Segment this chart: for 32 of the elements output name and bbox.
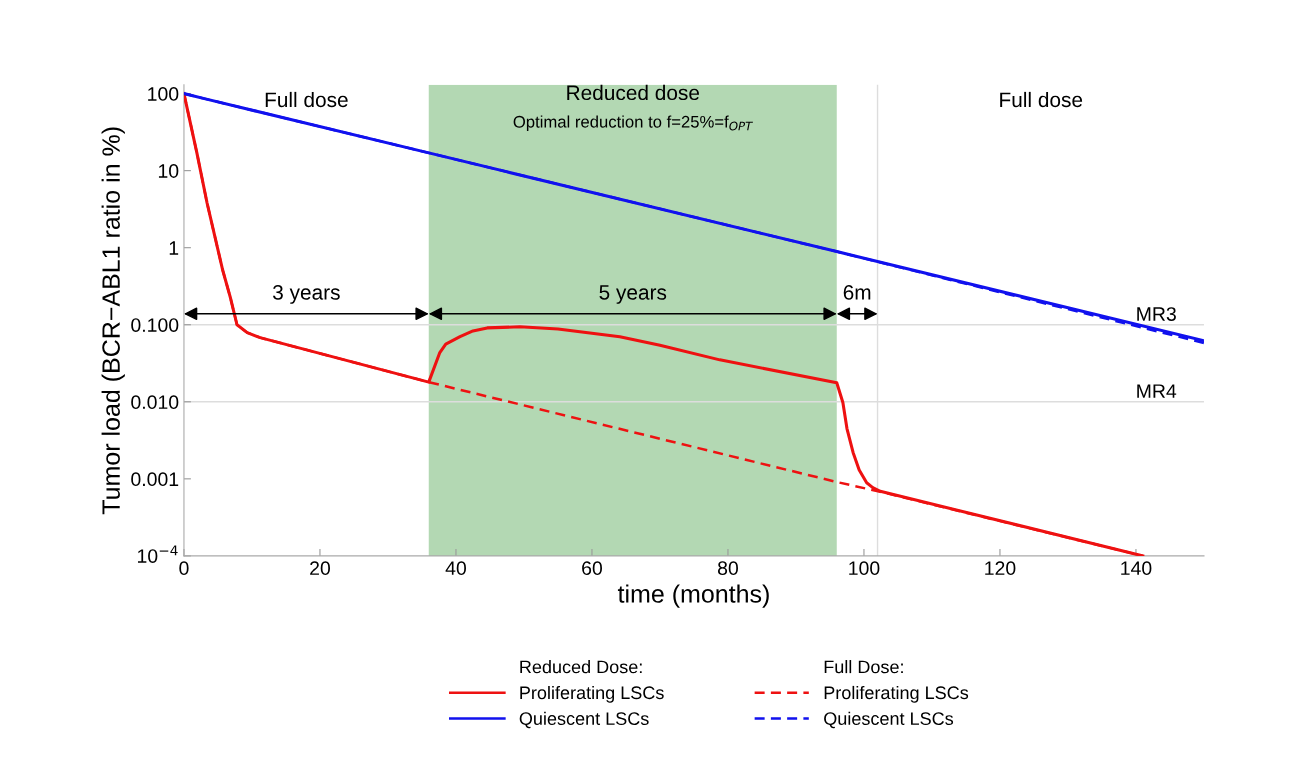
y-axis-title: Tumor load (BCR−ABL1 ratio in %) (101, 127, 125, 515)
ref-line-label: MR4 (1137, 384, 1177, 398)
x-tick-label: 120 (985, 561, 1016, 576)
x-tick-label: 40 (445, 561, 467, 576)
x-tick-label: 80 (717, 561, 739, 576)
ref-line-label: MR3 (1137, 307, 1176, 321)
annotation: Full dose (1000, 91, 1083, 108)
x-tick-label: 140 (1121, 561, 1152, 576)
legend-label: Proliferating LSCs (520, 685, 664, 703)
y-tick-label: 1 (169, 241, 179, 255)
text: Reduced Dose: (520, 660, 642, 674)
annotation: 3 years (272, 284, 340, 304)
legend-label: Proliferating LSCs (824, 685, 969, 703)
annotation: Full dose (265, 91, 348, 108)
y-tick-label: 0.010 (131, 395, 179, 410)
x-tick-label: 60 (582, 561, 603, 576)
band-label: Reduced dose (567, 84, 700, 101)
x-tick-label: 0 (179, 561, 189, 576)
y-tick-label: 0.001 (131, 472, 179, 487)
annotation: Optimal reduction to f=25%=f$_{OPT}$ (513, 115, 753, 131)
x-tick-label: 100 (849, 561, 880, 576)
y-tick-label: 0.100 (131, 318, 179, 332)
y-tick-label: 10$^{−4}$ (137, 545, 178, 563)
x-axis-title: time (months) (617, 584, 769, 608)
y-tick-label: 10 (158, 164, 179, 178)
annotation: 5 years (599, 285, 667, 304)
legend-label: Quiescent LSCs (824, 711, 954, 729)
x-tick-label: 20 (310, 561, 331, 576)
annotation: 6m (843, 284, 871, 300)
legend-label: Quiescent LSCs (519, 711, 649, 729)
y-tick-label: 100 (148, 87, 179, 101)
text: Full Dose: (824, 660, 903, 674)
